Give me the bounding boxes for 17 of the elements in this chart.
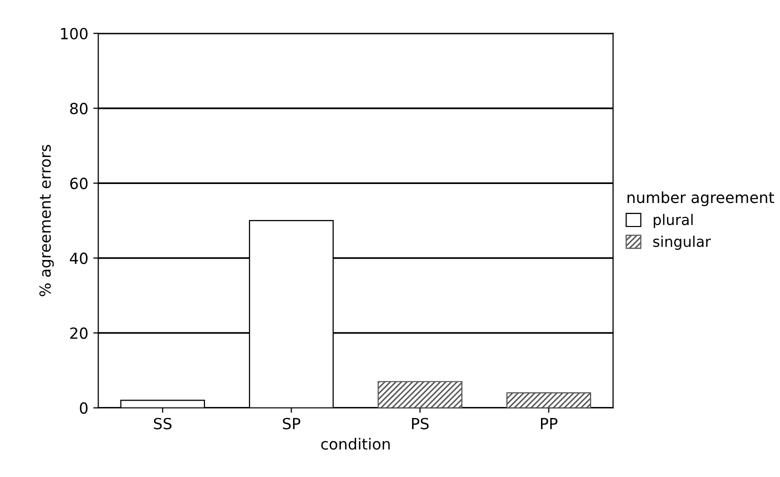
legend-label: singular <box>653 236 711 250</box>
legend-title: number agreement <box>628 191 774 206</box>
y-tick-label: 0 <box>80 402 88 414</box>
y-tick-label: 40 <box>70 252 88 264</box>
x-tick-label: SP <box>282 418 300 430</box>
y-tick-label: 80 <box>70 102 88 114</box>
x-axis-title: condition <box>321 438 390 450</box>
y-tick-label: 100 <box>61 28 88 40</box>
x-tick-label: SS <box>154 418 172 430</box>
x-tick-label: PP <box>541 418 558 430</box>
legend-label: plural <box>654 214 693 228</box>
y-axis-title: % agreement errors <box>39 144 54 296</box>
bar <box>506 392 592 408</box>
x-tick-label: PS <box>412 418 429 430</box>
bar <box>378 381 462 408</box>
y-tick-label: 20 <box>70 327 88 339</box>
y-tick-label: 60 <box>70 178 88 190</box>
